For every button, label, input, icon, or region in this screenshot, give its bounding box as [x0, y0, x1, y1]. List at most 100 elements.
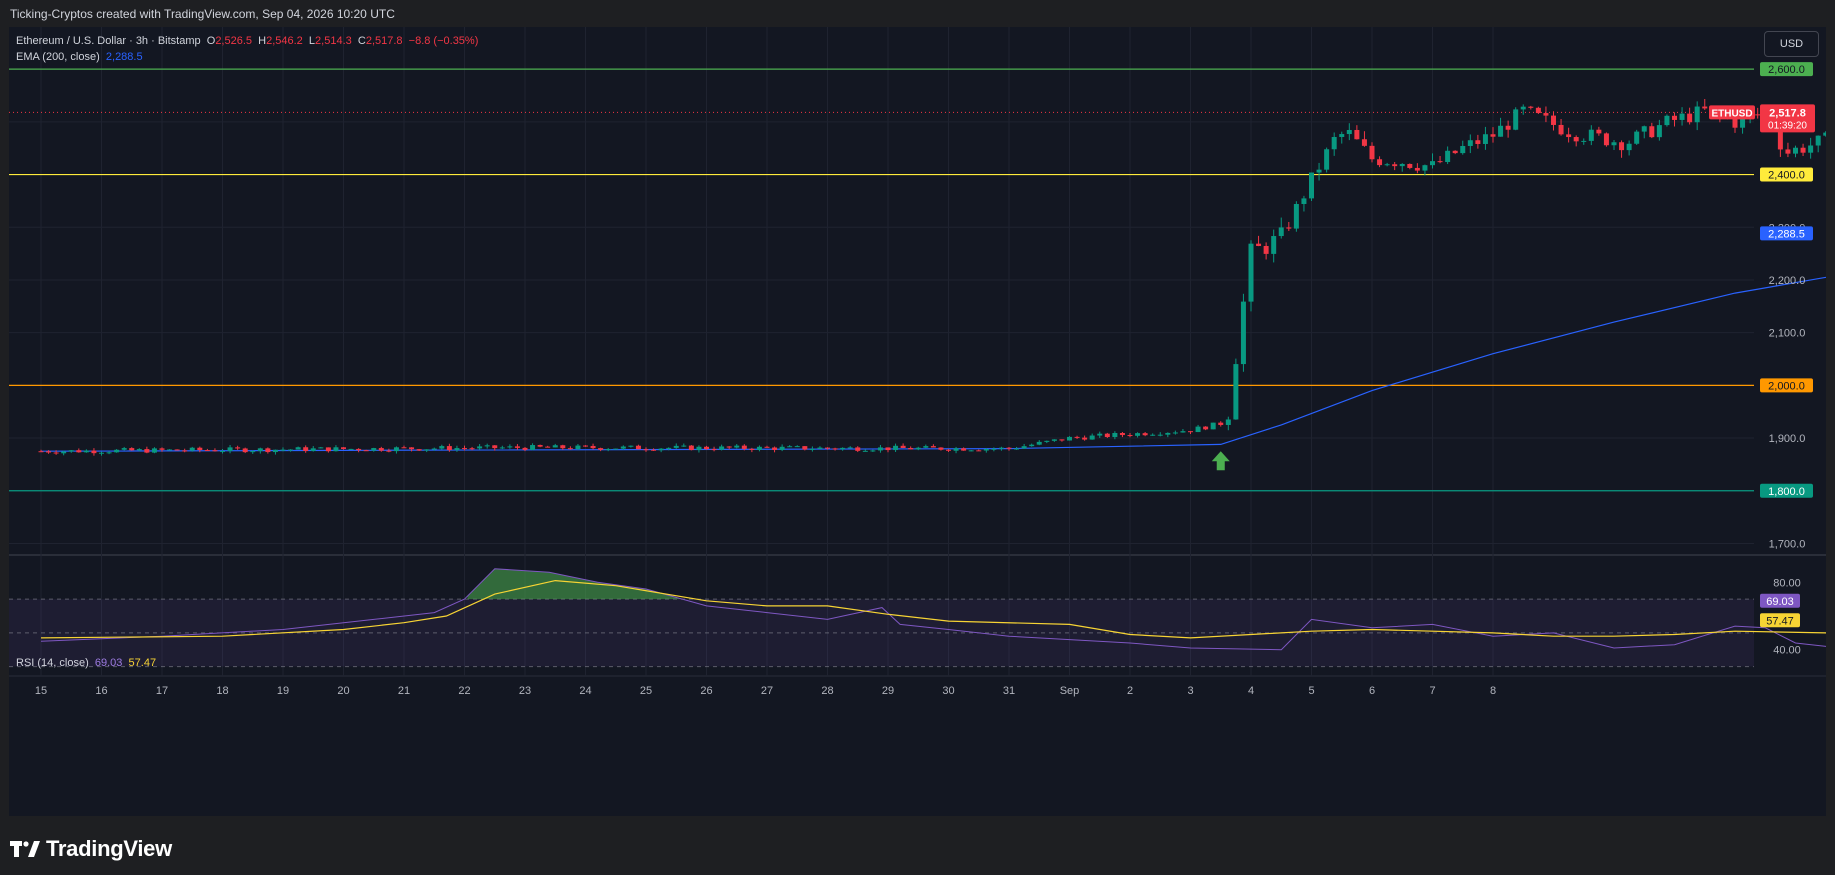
candle-body: [1823, 132, 1829, 136]
candle-body: [424, 449, 430, 451]
candle-body: [1558, 124, 1564, 135]
candle-body: [832, 448, 838, 450]
candle-body: [378, 448, 384, 451]
x-tick-label: 31: [1003, 685, 1015, 697]
symbol-name: Ethereum / U.S. Dollar · 3h · Bitstamp: [16, 35, 201, 47]
high-value: 2,546.2: [266, 35, 303, 47]
candle-body: [583, 445, 588, 447]
candle-body: [1656, 125, 1662, 138]
candle-body: [877, 447, 883, 451]
candle-body: [908, 448, 914, 450]
price-labels-layer: 2,600.0 2,400.0 2,000.0 1,800.0 ETHUSD 2,517.…: [1709, 62, 1815, 628]
candle-body: [726, 446, 732, 448]
candle-body: [1596, 129, 1602, 134]
candle-body: [1089, 435, 1095, 440]
x-tick-label: 5: [1308, 685, 1314, 697]
candle-body: [1346, 129, 1352, 135]
low-value: 2,514.3: [315, 35, 352, 47]
candle-body: [409, 447, 415, 450]
candle-body: [900, 445, 906, 449]
candle-body: [688, 445, 694, 451]
candle-body: [242, 448, 248, 453]
candle-body: [1044, 440, 1050, 442]
candle-body: [643, 449, 649, 451]
candle-body: [1082, 437, 1088, 440]
rsi-ma-label: 57.47: [1766, 615, 1794, 627]
candle-body: [545, 446, 551, 448]
candle-body: [462, 448, 467, 450]
candle-body: [1392, 164, 1398, 167]
candle-body: [83, 450, 89, 453]
candle-body: [1664, 115, 1670, 126]
candle-body: [1445, 150, 1451, 163]
symbol-legend: Ethereum / U.S. Dollar · 3h · Bitstamp O…: [16, 35, 478, 47]
ema-line: [40, 275, 1835, 452]
candle-body: [968, 450, 974, 452]
candle-body: [704, 446, 709, 450]
candle-body: [1339, 134, 1345, 137]
ema-layer: [40, 275, 1835, 452]
open-label: O: [206, 35, 216, 47]
candle-body: [1452, 150, 1458, 154]
candle-body: [1641, 126, 1647, 132]
y-tick-label: 2,100.0: [1769, 328, 1806, 340]
candle-body: [1777, 119, 1783, 150]
candle-body: [1059, 439, 1065, 441]
x-tick-label: 21: [398, 685, 410, 697]
candle-body: [1815, 135, 1821, 146]
candle-body: [1225, 419, 1231, 425]
candle-body: [991, 448, 997, 450]
candle-body: [1543, 113, 1549, 116]
candle-body: [129, 448, 135, 451]
x-tick-label: 23: [519, 685, 531, 697]
x-tick-label: 15: [35, 685, 47, 697]
level-price-label: 2,400.0: [1768, 170, 1805, 182]
candle-body: [250, 451, 256, 453]
currency-button[interactable]: USD: [1764, 31, 1819, 57]
brand-name: TradingView: [46, 836, 172, 861]
chart-svg[interactable]: 15 16 17 18 19 20 21 22 23 24 25 26 27 28 29 30 31 Sep 2 3 4…: [9, 27, 1835, 816]
candle-body: [151, 448, 157, 453]
candle-body: [272, 449, 278, 453]
rsi-ma-line: [40, 579, 1835, 639]
candle-body: [114, 449, 120, 453]
candle-body: [1119, 432, 1125, 436]
chart-panel[interactable]: 15 16 17 18 19 20 21 22 23 24 25 26 27 28 29 30 31 Sep 2 3 4…: [9, 27, 1835, 816]
candle-body: [923, 446, 929, 448]
candle-body: [341, 447, 346, 449]
change-value: −8.8 (−0.35%): [408, 35, 479, 47]
candle-layer: [38, 98, 1835, 471]
high-label: H: [258, 35, 267, 47]
candle-body: [893, 445, 899, 451]
candle-body: [938, 447, 944, 450]
x-tick-label: 22: [458, 685, 470, 697]
candle-body: [1301, 198, 1307, 204]
candle-body: [1218, 422, 1224, 425]
y-tick-label: 2,200.0: [1769, 275, 1806, 287]
candle-body: [1324, 149, 1330, 170]
candle-body: [484, 445, 490, 447]
low-label: L: [308, 35, 316, 47]
candle-body: [1127, 435, 1133, 437]
candle-body: [1649, 126, 1655, 138]
candle-body: [1793, 147, 1798, 154]
candle-body: [794, 446, 800, 448]
candle-body: [1014, 448, 1020, 450]
candle-body: [915, 447, 921, 450]
x-tick-label: 6: [1369, 685, 1375, 697]
candle-body: [333, 447, 339, 452]
candle-body: [1460, 145, 1466, 154]
last-price-badge: [1760, 104, 1815, 133]
candle-body: [1619, 142, 1625, 151]
x-tick-label: 3: [1187, 685, 1193, 697]
candle-body: [1384, 164, 1390, 166]
rsi-ma-value: 57.47: [128, 657, 157, 669]
candle-body: [197, 447, 203, 451]
candle-body: [386, 450, 392, 452]
symbol-badge-label: ETHUSD: [1711, 108, 1752, 119]
y-tick-label: 1,700.0: [1769, 538, 1806, 550]
candle-body: [61, 451, 67, 454]
candle-body: [946, 449, 951, 451]
candle-body: [696, 446, 702, 451]
candle-body: [862, 450, 868, 452]
